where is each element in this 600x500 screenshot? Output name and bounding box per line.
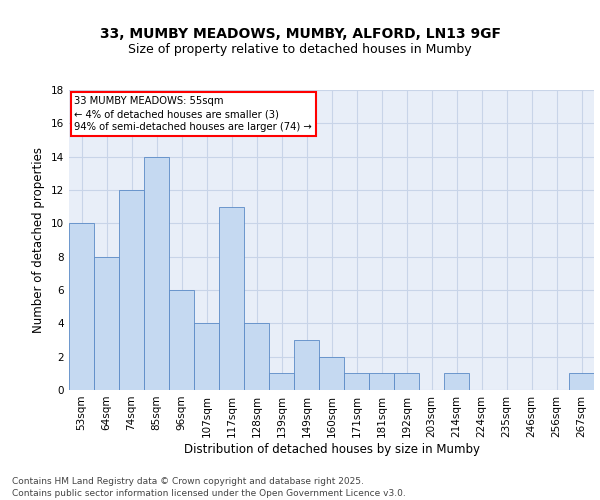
Bar (69, 224, 94, 390)
Text: 33 MUMBY MEADOWS: 55sqm
← 4% of detached houses are smaller (3)
94% of semi-deta: 33 MUMBY MEADOWS: 55sqm ← 4% of detached… (74, 96, 312, 132)
Bar (569, 374, 594, 390)
Bar (119, 190, 144, 390)
Bar (319, 356, 344, 390)
Text: Contains HM Land Registry data © Crown copyright and database right 2025.
Contai: Contains HM Land Registry data © Crown c… (12, 476, 406, 498)
Bar (369, 374, 394, 390)
Bar (194, 324, 219, 390)
Bar (394, 374, 419, 390)
Bar (169, 290, 194, 390)
Bar (219, 206, 244, 390)
Bar (144, 156, 169, 390)
Text: 33, MUMBY MEADOWS, MUMBY, ALFORD, LN13 9GF: 33, MUMBY MEADOWS, MUMBY, ALFORD, LN13 9… (100, 28, 500, 42)
Bar (244, 324, 269, 390)
Text: Size of property relative to detached houses in Mumby: Size of property relative to detached ho… (128, 42, 472, 56)
Y-axis label: Number of detached properties: Number of detached properties (32, 147, 46, 333)
Bar (444, 374, 469, 390)
Bar (94, 256, 119, 390)
Bar (344, 374, 369, 390)
Bar (294, 340, 319, 390)
X-axis label: Distribution of detached houses by size in Mumby: Distribution of detached houses by size … (184, 442, 479, 456)
Bar (269, 374, 294, 390)
